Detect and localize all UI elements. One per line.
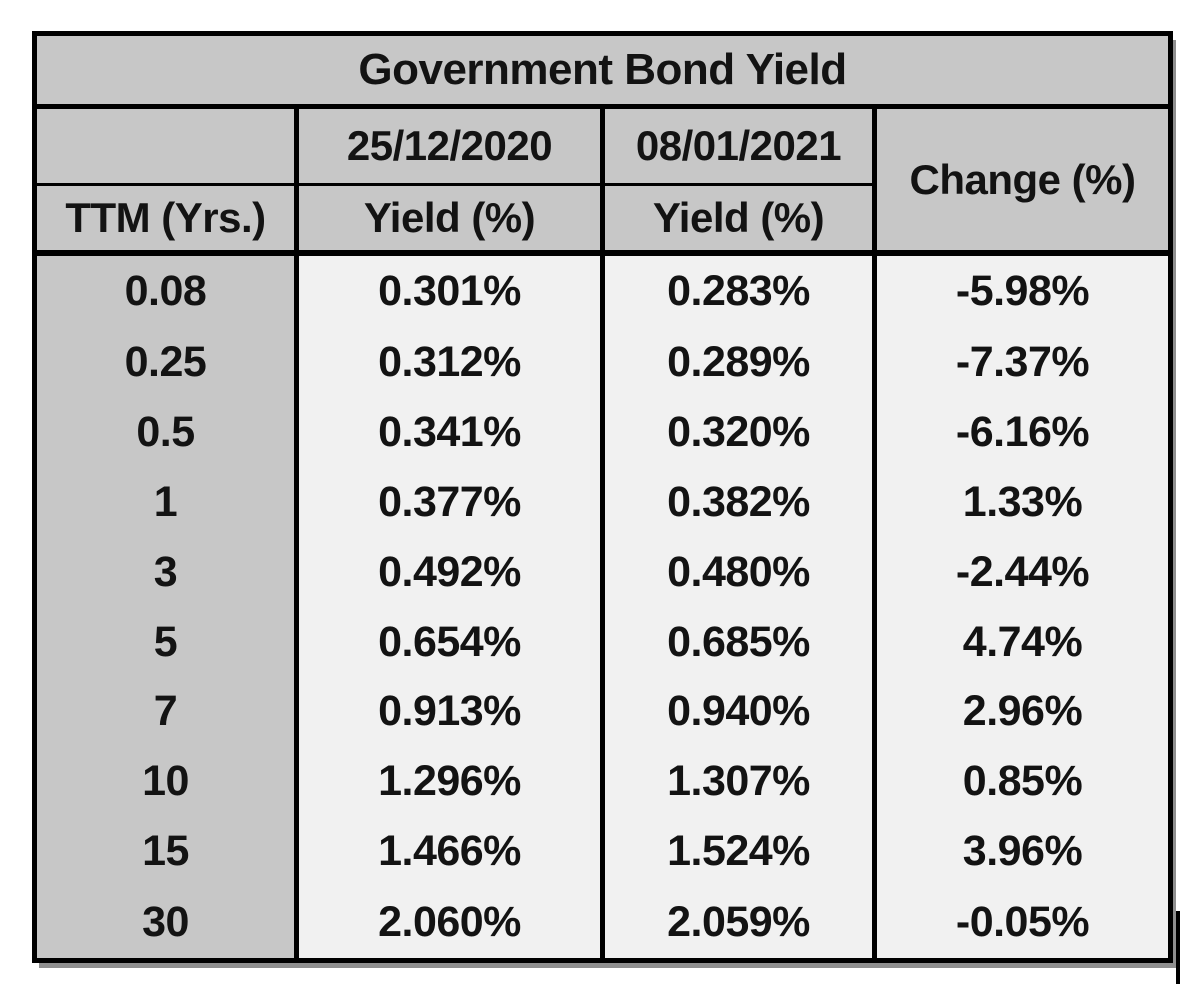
- yield-curr-cell: 0.685%: [600, 607, 875, 677]
- yield-prev-cell: 1.466%: [294, 816, 603, 887]
- table-row: 5 0.654% 0.685% 4.74%: [34, 607, 1171, 677]
- yield-curr-cell: 0.283%: [600, 253, 875, 328]
- yield-prev-cell: 0.377%: [294, 467, 603, 538]
- yield-prev-cell: 0.913%: [294, 677, 603, 747]
- ttm-cell: 10: [34, 746, 297, 817]
- date-header-row: 25/12/2020 08/01/2021 Change (%): [34, 106, 1171, 256]
- corner-cell: [34, 106, 297, 186]
- table-row: 7 0.913% 0.940% 2.96%: [34, 677, 1171, 747]
- ttm-cell: 0.08: [34, 253, 297, 328]
- yield-prev-cell: 1.296%: [294, 746, 603, 817]
- table-row: 10 1.296% 1.307% 0.85%: [34, 746, 1171, 817]
- yield-curr-header: Yield (%): [600, 184, 875, 256]
- yield-prev-cell: 2.060%: [294, 886, 603, 961]
- ttm-header: TTM (Yrs.): [34, 184, 297, 256]
- change-cell: -7.37%: [872, 327, 1171, 398]
- table-row: 30 2.060% 2.059% -0.05%: [34, 886, 1171, 961]
- yield-curr-cell: 0.940%: [600, 677, 875, 747]
- change-cell: 2.96%: [872, 677, 1171, 747]
- change-cell: 4.74%: [872, 607, 1171, 677]
- change-cell: -2.44%: [872, 537, 1171, 608]
- yield-prev-cell: 0.492%: [294, 537, 603, 608]
- government-bond-yield-table: Government Bond Yield 25/12/2020 08/01/2…: [32, 31, 1173, 963]
- ttm-cell: 15: [34, 816, 297, 887]
- change-header: Change (%): [872, 106, 1171, 256]
- yield-curr-cell: 1.524%: [600, 816, 875, 887]
- table-row: 0.25 0.312% 0.289% -7.37%: [34, 327, 1171, 398]
- table-row: 0.5 0.341% 0.320% -6.16%: [34, 397, 1171, 468]
- change-cell: -6.16%: [872, 397, 1171, 468]
- change-cell: -5.98%: [872, 253, 1171, 328]
- table-body: 0.08 0.301% 0.283% -5.98% 0.25 0.312% 0.289% -7…: [34, 253, 1171, 961]
- table-row: 3 0.492% 0.480% -2.44%: [34, 537, 1171, 608]
- text-cursor-artifact: [1176, 911, 1180, 984]
- ttm-cell: 5: [34, 607, 297, 677]
- table-row: 0.08 0.301% 0.283% -5.98%: [34, 253, 1171, 328]
- yield-curr-cell: 0.289%: [600, 327, 875, 398]
- ttm-cell: 0.5: [34, 397, 297, 468]
- yield-curr-cell: 0.480%: [600, 537, 875, 608]
- table-title: Government Bond Yield: [34, 33, 1171, 109]
- yield-curr-cell: 2.059%: [600, 886, 875, 961]
- yield-curr-cell: 1.307%: [600, 746, 875, 817]
- ttm-cell: 1: [34, 467, 297, 538]
- yield-prev-cell: 0.341%: [294, 397, 603, 468]
- ttm-cell: 0.25: [34, 327, 297, 398]
- title-row: Government Bond Yield: [34, 33, 1171, 109]
- change-cell: 1.33%: [872, 467, 1171, 538]
- date-prev-header: 25/12/2020: [294, 106, 603, 186]
- change-cell: 0.85%: [872, 746, 1171, 817]
- date-curr-header: 08/01/2021: [600, 106, 875, 186]
- yield-prev-cell: 0.301%: [294, 253, 603, 328]
- yield-curr-cell: 0.320%: [600, 397, 875, 468]
- yield-prev-cell: 0.312%: [294, 327, 603, 398]
- change-cell: -0.05%: [872, 886, 1171, 961]
- ttm-cell: 30: [34, 886, 297, 961]
- yield-curr-cell: 0.382%: [600, 467, 875, 538]
- yield-prev-cell: 0.654%: [294, 607, 603, 677]
- table-row: 15 1.466% 1.524% 3.96%: [34, 816, 1171, 887]
- sub-header-row: TTM (Yrs.) Yield (%) Yield (%): [34, 184, 1171, 256]
- yield-prev-header: Yield (%): [294, 184, 603, 256]
- ttm-cell: 7: [34, 677, 297, 747]
- ttm-cell: 3: [34, 537, 297, 608]
- change-cell: 3.96%: [872, 816, 1171, 887]
- table-row: 1 0.377% 0.382% 1.33%: [34, 467, 1171, 538]
